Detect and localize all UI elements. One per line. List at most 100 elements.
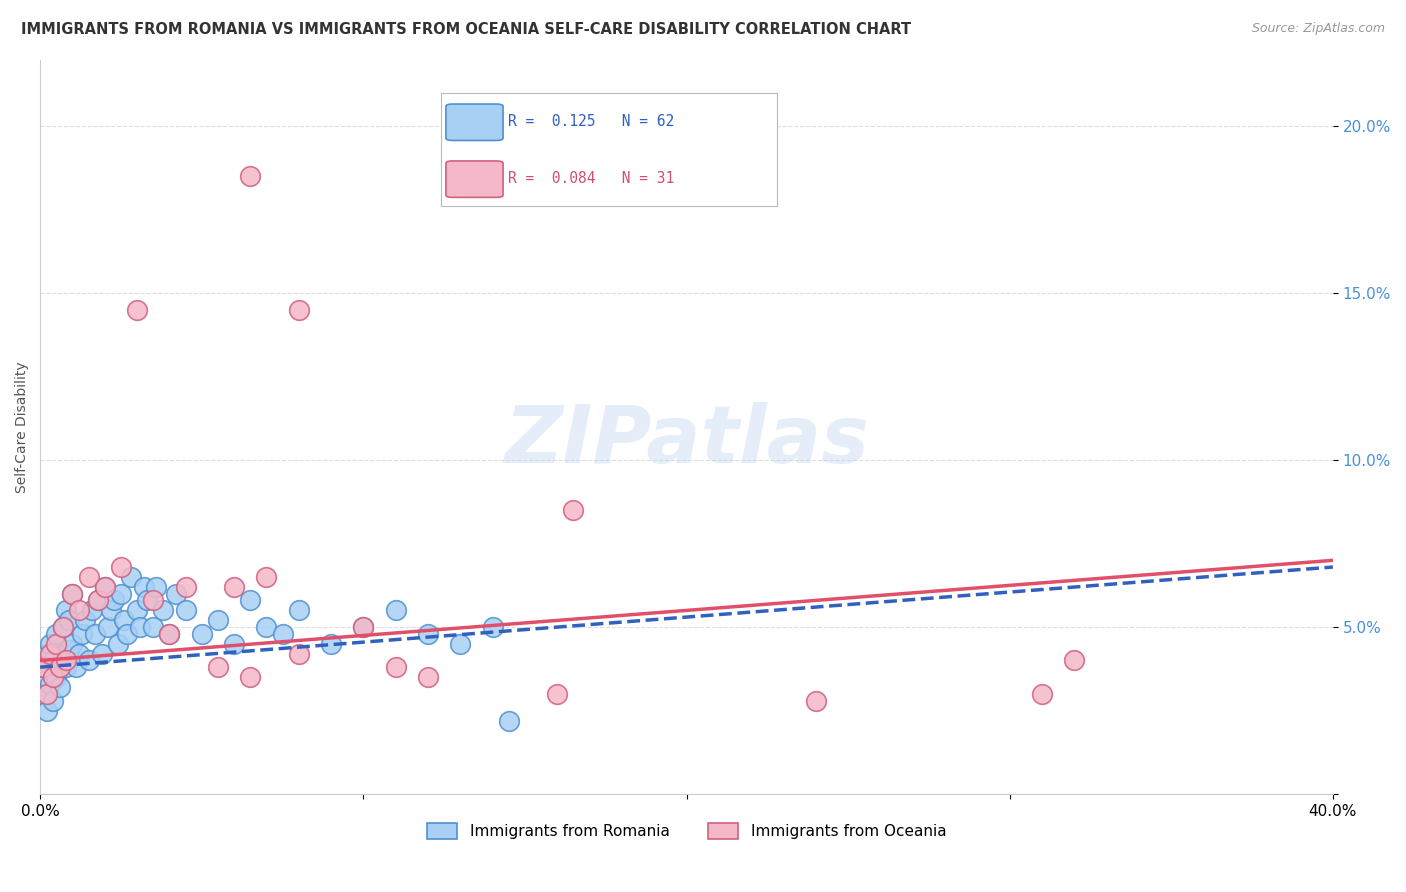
Point bbox=[152, 603, 174, 617]
Point bbox=[32, 660, 55, 674]
Point bbox=[416, 670, 439, 684]
Point bbox=[142, 593, 165, 607]
Point bbox=[254, 570, 277, 584]
Point bbox=[45, 627, 67, 641]
Point bbox=[287, 603, 309, 617]
Point bbox=[352, 620, 374, 634]
Point bbox=[120, 570, 142, 584]
Point bbox=[449, 637, 471, 651]
Point bbox=[129, 620, 152, 634]
Point bbox=[1063, 653, 1085, 667]
Point bbox=[135, 593, 157, 607]
Point bbox=[67, 647, 90, 661]
Point bbox=[62, 637, 84, 651]
Point bbox=[42, 670, 65, 684]
Point bbox=[562, 503, 585, 517]
Point bbox=[48, 660, 70, 674]
Point bbox=[157, 627, 180, 641]
Point bbox=[125, 603, 148, 617]
Point bbox=[157, 627, 180, 641]
Point bbox=[58, 643, 80, 657]
Point bbox=[65, 660, 87, 674]
Point bbox=[94, 580, 117, 594]
Point bbox=[45, 670, 67, 684]
Legend: Immigrants from Romania, Immigrants from Oceania: Immigrants from Romania, Immigrants from… bbox=[420, 817, 952, 845]
Point bbox=[125, 302, 148, 317]
Point bbox=[55, 603, 77, 617]
Point bbox=[239, 593, 262, 607]
Point bbox=[45, 637, 67, 651]
Point bbox=[384, 660, 406, 674]
Point bbox=[70, 627, 93, 641]
Point bbox=[287, 302, 309, 317]
Point bbox=[48, 660, 70, 674]
Point bbox=[38, 677, 60, 691]
Point bbox=[132, 580, 155, 594]
Point bbox=[42, 653, 65, 667]
Point bbox=[207, 660, 229, 674]
Point bbox=[35, 704, 58, 718]
Point bbox=[112, 614, 135, 628]
Point bbox=[207, 614, 229, 628]
Text: Source: ZipAtlas.com: Source: ZipAtlas.com bbox=[1251, 22, 1385, 36]
Point bbox=[110, 587, 132, 601]
Point bbox=[80, 603, 103, 617]
Point bbox=[416, 627, 439, 641]
Point bbox=[271, 627, 294, 641]
Point bbox=[35, 647, 58, 661]
Text: IMMIGRANTS FROM ROMANIA VS IMMIGRANTS FROM OCEANIA SELF-CARE DISABILITY CORRELAT: IMMIGRANTS FROM ROMANIA VS IMMIGRANTS FR… bbox=[21, 22, 911, 37]
Point bbox=[145, 580, 167, 594]
Point bbox=[174, 580, 197, 594]
Point bbox=[77, 570, 100, 584]
Point bbox=[174, 603, 197, 617]
Point bbox=[117, 627, 139, 641]
Point bbox=[62, 587, 84, 601]
Point bbox=[254, 620, 277, 634]
Point bbox=[58, 614, 80, 628]
Point bbox=[97, 620, 120, 634]
Point bbox=[142, 620, 165, 634]
Point bbox=[94, 580, 117, 594]
Point bbox=[32, 687, 55, 701]
Point bbox=[32, 660, 55, 674]
Y-axis label: Self-Care Disability: Self-Care Disability bbox=[15, 361, 30, 492]
Point bbox=[110, 560, 132, 574]
Point bbox=[165, 587, 187, 601]
Point bbox=[48, 680, 70, 694]
Point bbox=[75, 614, 97, 628]
Point bbox=[38, 637, 60, 651]
Point bbox=[35, 687, 58, 701]
Point bbox=[239, 670, 262, 684]
Point bbox=[222, 580, 245, 594]
Point bbox=[287, 647, 309, 661]
Point bbox=[352, 620, 374, 634]
Point bbox=[67, 603, 90, 617]
Point bbox=[55, 653, 77, 667]
Text: ZIPatlas: ZIPatlas bbox=[503, 402, 869, 481]
Point bbox=[384, 603, 406, 617]
Point bbox=[481, 620, 503, 634]
Point bbox=[103, 593, 125, 607]
Point bbox=[239, 169, 262, 184]
Point bbox=[52, 620, 75, 634]
Point bbox=[52, 620, 75, 634]
Point bbox=[100, 603, 122, 617]
Point bbox=[38, 647, 60, 661]
Point bbox=[546, 687, 568, 701]
Point bbox=[84, 627, 107, 641]
Point bbox=[319, 637, 342, 651]
Point bbox=[55, 660, 77, 674]
Point bbox=[107, 637, 129, 651]
Point bbox=[87, 593, 110, 607]
Point bbox=[90, 647, 112, 661]
Point bbox=[77, 653, 100, 667]
Point bbox=[52, 647, 75, 661]
Point bbox=[804, 693, 827, 707]
Point bbox=[222, 637, 245, 651]
Point bbox=[1031, 687, 1053, 701]
Point bbox=[42, 693, 65, 707]
Point bbox=[190, 627, 212, 641]
Point bbox=[498, 714, 520, 728]
Point bbox=[87, 593, 110, 607]
Point bbox=[62, 587, 84, 601]
